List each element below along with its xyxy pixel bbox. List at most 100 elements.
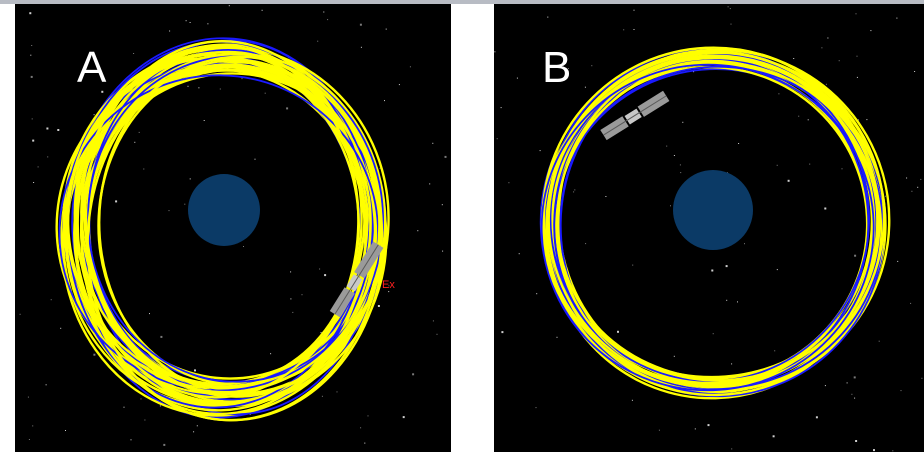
star [892,450,894,452]
star [841,168,843,170]
star [123,406,125,408]
star [429,183,431,185]
star [856,76,858,78]
star [501,331,504,334]
star [535,407,537,409]
star [149,313,150,315]
star [402,416,405,419]
star [838,60,840,62]
star [243,246,244,247]
star [398,84,400,86]
star [738,143,740,144]
star [673,355,675,357]
star [134,141,136,143]
star [508,182,510,184]
star [31,118,33,120]
star [547,16,549,18]
star [30,75,33,78]
star [917,186,919,188]
star [617,330,619,333]
star [920,178,922,180]
star [776,164,778,166]
star [432,320,434,322]
star [857,119,859,121]
star [290,271,292,273]
star [682,121,684,123]
star [807,119,809,121]
star [37,166,39,168]
star [921,377,923,379]
star [866,119,868,121]
star [744,243,745,245]
star [33,182,35,183]
star [854,397,856,399]
star [737,301,738,303]
star [873,449,875,452]
star [364,442,366,444]
star [605,196,607,197]
star [658,429,660,431]
star [254,158,256,160]
star [679,164,681,166]
panel-label: A [77,43,107,92]
star [772,435,775,438]
star [574,189,576,191]
planet-icon [673,170,753,250]
top-border [0,0,924,4]
star [855,13,857,15]
star [385,28,387,30]
star [556,336,558,338]
star-field [19,5,447,446]
star [228,5,230,7]
star [65,430,66,431]
star [219,88,221,90]
star [359,23,362,26]
star [29,12,32,15]
star [666,145,668,147]
star [27,396,29,398]
star [827,37,829,39]
star [591,65,593,67]
star [317,40,319,42]
star [31,45,33,46]
star [163,443,166,446]
star [93,114,95,116]
star [496,138,498,140]
planet-icon [188,174,260,246]
star [301,294,303,296]
star [516,77,518,79]
star [815,416,818,419]
orbit-view-b [494,6,923,452]
star [50,299,52,301]
star [821,47,823,49]
orbit-track [541,46,886,389]
orbit-track [555,61,879,382]
star [854,254,857,257]
star [911,190,913,192]
star [207,23,209,25]
star [143,168,145,170]
star [729,8,731,10]
star [441,204,443,206]
star [264,92,266,94]
star [412,373,415,376]
star [712,333,714,335]
star [567,68,569,69]
star [798,115,800,117]
panel-b: B [494,4,924,452]
star [726,299,728,301]
star [731,448,733,450]
orbit-track [83,40,363,396]
star [693,71,695,73]
star [707,424,710,427]
star [896,17,898,19]
star [28,439,30,440]
star [731,363,733,365]
star [878,340,880,342]
star [539,150,541,152]
star [774,350,776,352]
star [138,131,140,133]
star [45,384,47,386]
star [846,382,848,384]
star [324,274,327,277]
